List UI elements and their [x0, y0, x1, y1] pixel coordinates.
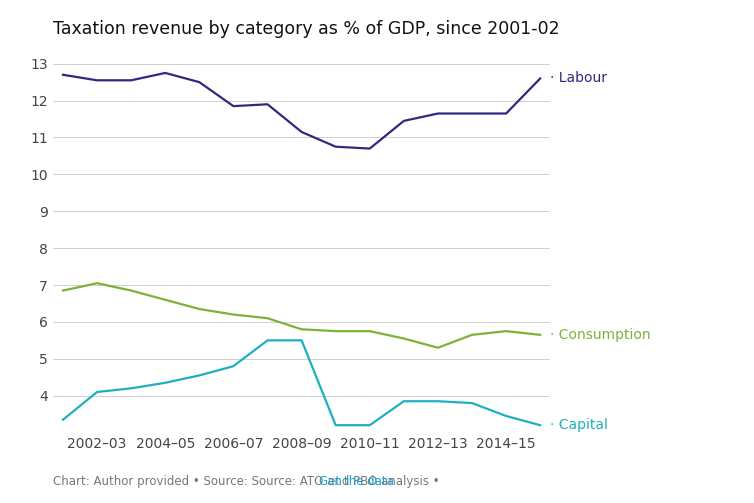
Text: Taxation revenue by category as % of GDP, since 2001-02: Taxation revenue by category as % of GDP… — [53, 20, 559, 38]
Text: · Consumption: · Consumption — [550, 328, 651, 342]
Text: Chart: Author provided • Source: Source: ATO and PBO analysis •: Chart: Author provided • Source: Source:… — [53, 475, 443, 488]
Text: · Labour: · Labour — [550, 71, 608, 86]
Text: · Capital: · Capital — [550, 418, 608, 432]
Text: Get the data: Get the data — [320, 475, 394, 488]
